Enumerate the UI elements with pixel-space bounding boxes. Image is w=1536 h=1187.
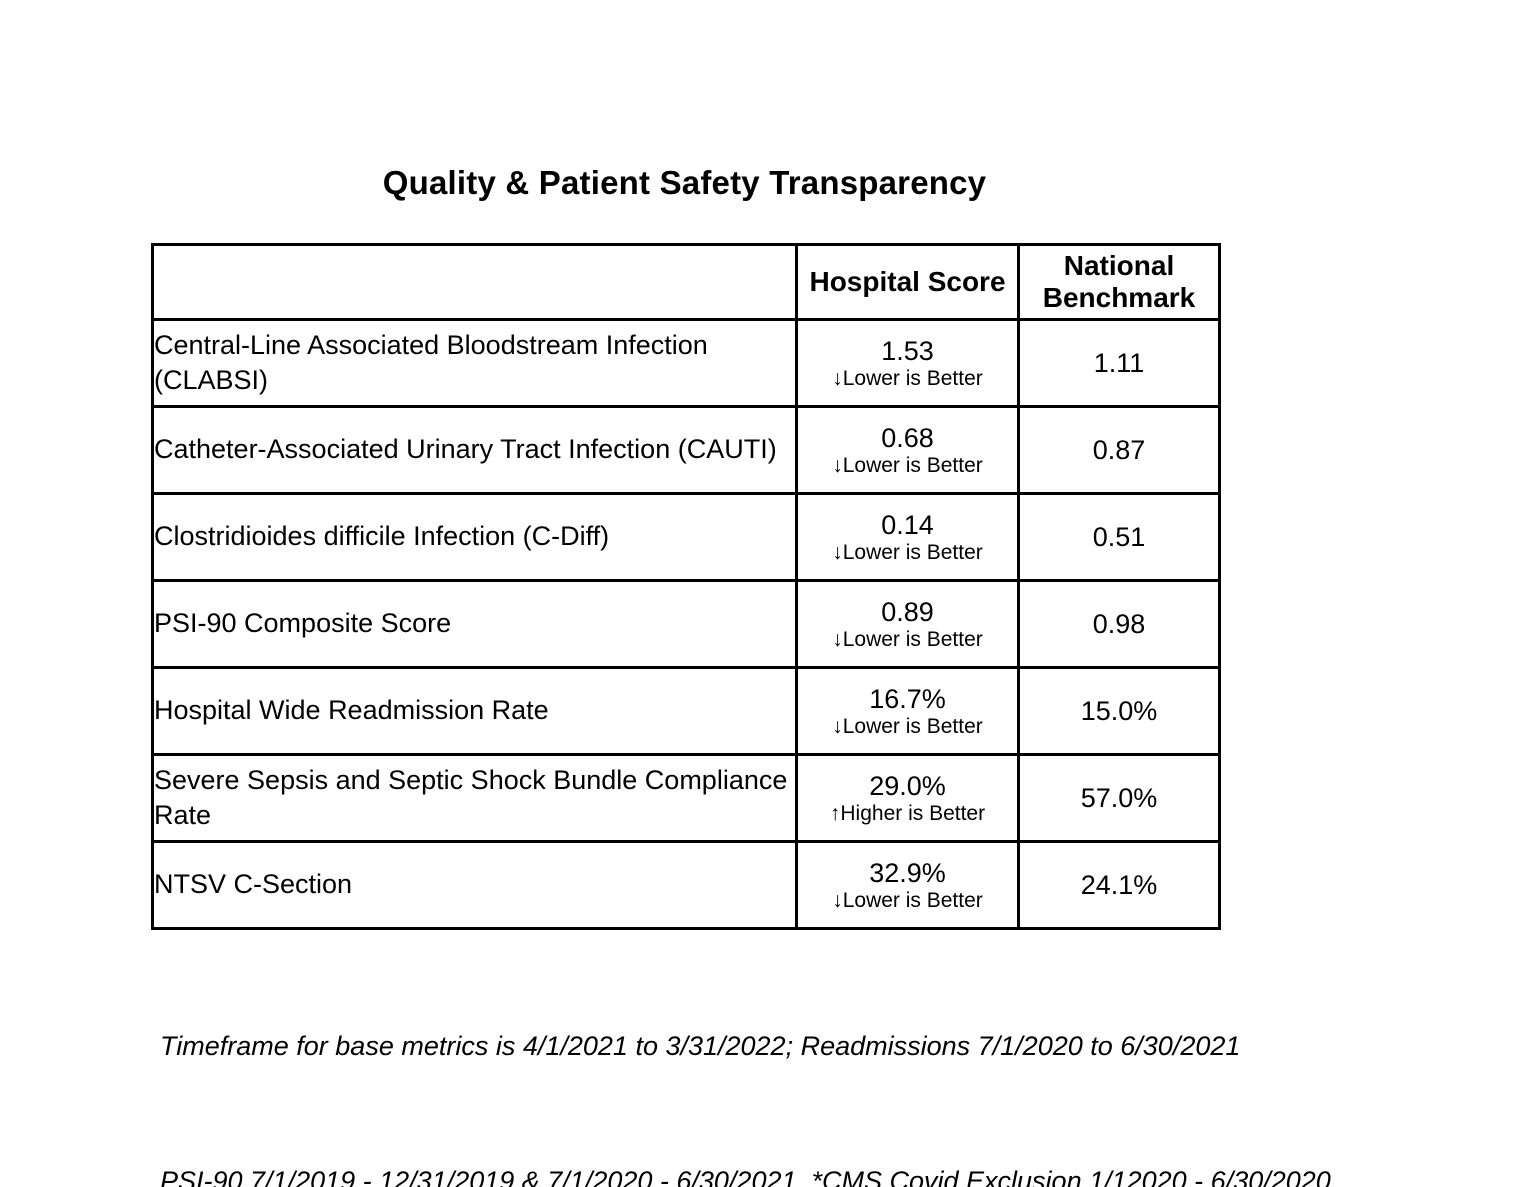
metric-label: NTSV C-Section [151, 840, 798, 930]
table-row-sepsis: Severe Sepsis and Septic Shock Bundle Co… [151, 753, 1221, 843]
hospital-score-cell: 0.89 ↓Lower is Better [795, 579, 1020, 669]
table-row-cdiff: Clostridioides difficile Infection (C-Di… [151, 492, 1221, 582]
hospital-score-value: 0.14 [881, 509, 934, 540]
direction-label: Lower is Better [842, 628, 983, 652]
down-arrow-icon: ↓ [832, 628, 843, 652]
header-spacer-cell [151, 243, 798, 321]
hospital-score-value: 1.53 [881, 335, 934, 366]
down-arrow-icon: ↓ [832, 367, 843, 391]
down-arrow-icon: ↓ [832, 454, 843, 478]
direction-label: Lower is Better [842, 454, 983, 478]
national-benchmark-value: 0.87 [1017, 405, 1221, 495]
footnotes: Timeframe for base metrics is 4/1/2021 t… [160, 934, 1420, 1187]
direction-label: Lower is Better [842, 715, 983, 739]
score-direction-note: ↓Lower is Better [798, 889, 1017, 913]
metric-label: PSI-90 Composite Score [151, 579, 798, 669]
national-benchmark-value: 24.1% [1017, 840, 1221, 930]
hospital-score-cell: 16.7% ↓Lower is Better [795, 666, 1020, 756]
score-direction-note: ↓Lower is Better [798, 715, 1017, 739]
score-direction-note: ↓Lower is Better [798, 541, 1017, 565]
down-arrow-icon: ↓ [832, 541, 843, 565]
national-benchmark-value: 0.98 [1017, 579, 1221, 669]
national-benchmark-value: 57.0% [1017, 753, 1221, 843]
down-arrow-icon: ↓ [832, 889, 843, 913]
score-direction-note: ↓Lower is Better [798, 628, 1017, 652]
hospital-score-cell: 1.53 ↓Lower is Better [795, 318, 1020, 408]
hospital-score-value: 16.7% [869, 683, 946, 714]
national-benchmark-value: 0.51 [1017, 492, 1221, 582]
metric-label: Catheter-Associated Urinary Tract Infect… [151, 405, 798, 495]
hospital-score-value: 0.89 [881, 596, 934, 627]
table-row-cauti: Catheter-Associated Urinary Tract Infect… [151, 405, 1221, 495]
table-row-clabsi: Central-Line Associated Bloodstream Infe… [151, 318, 1221, 408]
direction-label: Higher is Better [840, 802, 986, 826]
hospital-score-cell: 0.14 ↓Lower is Better [795, 492, 1020, 582]
national-benchmark-value: 15.0% [1017, 666, 1221, 756]
page-title: Quality & Patient Safety Transparency [382, 164, 987, 201]
hospital-score-cell: 0.68 ↓Lower is Better [795, 405, 1020, 495]
hospital-score-cell: 29.0% ↑Higher is Better [795, 753, 1020, 843]
footnote-line-1: Timeframe for base metrics is 4/1/2021 t… [160, 1031, 1241, 1061]
metric-label: Central-Line Associated Bloodstream Infe… [151, 318, 798, 408]
score-direction-note: ↑Higher is Better [798, 802, 1017, 826]
footnote-line-2: PSI-90 7/1/2019 - 12/31/2019 & 7/1/2020 … [160, 1166, 1331, 1187]
metric-label: Clostridioides difficile Infection (C-Di… [151, 492, 798, 582]
up-arrow-icon: ↑ [829, 802, 841, 826]
header-row: Hospital Score National Benchmark [151, 243, 1221, 321]
hospital-score-value: 29.0% [869, 770, 946, 801]
metric-label: Severe Sepsis and Septic Shock Bundle Co… [151, 753, 798, 843]
table-row-readmission: Hospital Wide Readmission Rate 16.7% ↓Lo… [151, 666, 1221, 756]
column-header-national-benchmark: National Benchmark [1017, 243, 1221, 321]
table-row-psi90: PSI-90 Composite Score 0.89 ↓Lower is Be… [151, 579, 1221, 669]
down-arrow-icon: ↓ [832, 715, 843, 739]
column-header-hospital-score: Hospital Score [795, 243, 1020, 321]
score-direction-note: ↓Lower is Better [798, 454, 1017, 478]
score-direction-note: ↓Lower is Better [798, 367, 1017, 391]
table-row-ntsv: NTSV C-Section 32.9% ↓Lower is Better 24… [151, 840, 1221, 930]
direction-label: Lower is Better [842, 367, 983, 391]
quality-metrics-table: Hospital Score National Benchmark Centra… [151, 243, 1221, 930]
national-benchmark-value: 1.11 [1017, 318, 1221, 408]
direction-label: Lower is Better [842, 541, 983, 565]
hospital-score-cell: 32.9% ↓Lower is Better [795, 840, 1020, 930]
metric-label: Hospital Wide Readmission Rate [151, 666, 798, 756]
hospital-score-value: 0.68 [881, 422, 934, 453]
direction-label: Lower is Better [842, 889, 983, 913]
hospital-score-value: 32.9% [869, 857, 946, 888]
